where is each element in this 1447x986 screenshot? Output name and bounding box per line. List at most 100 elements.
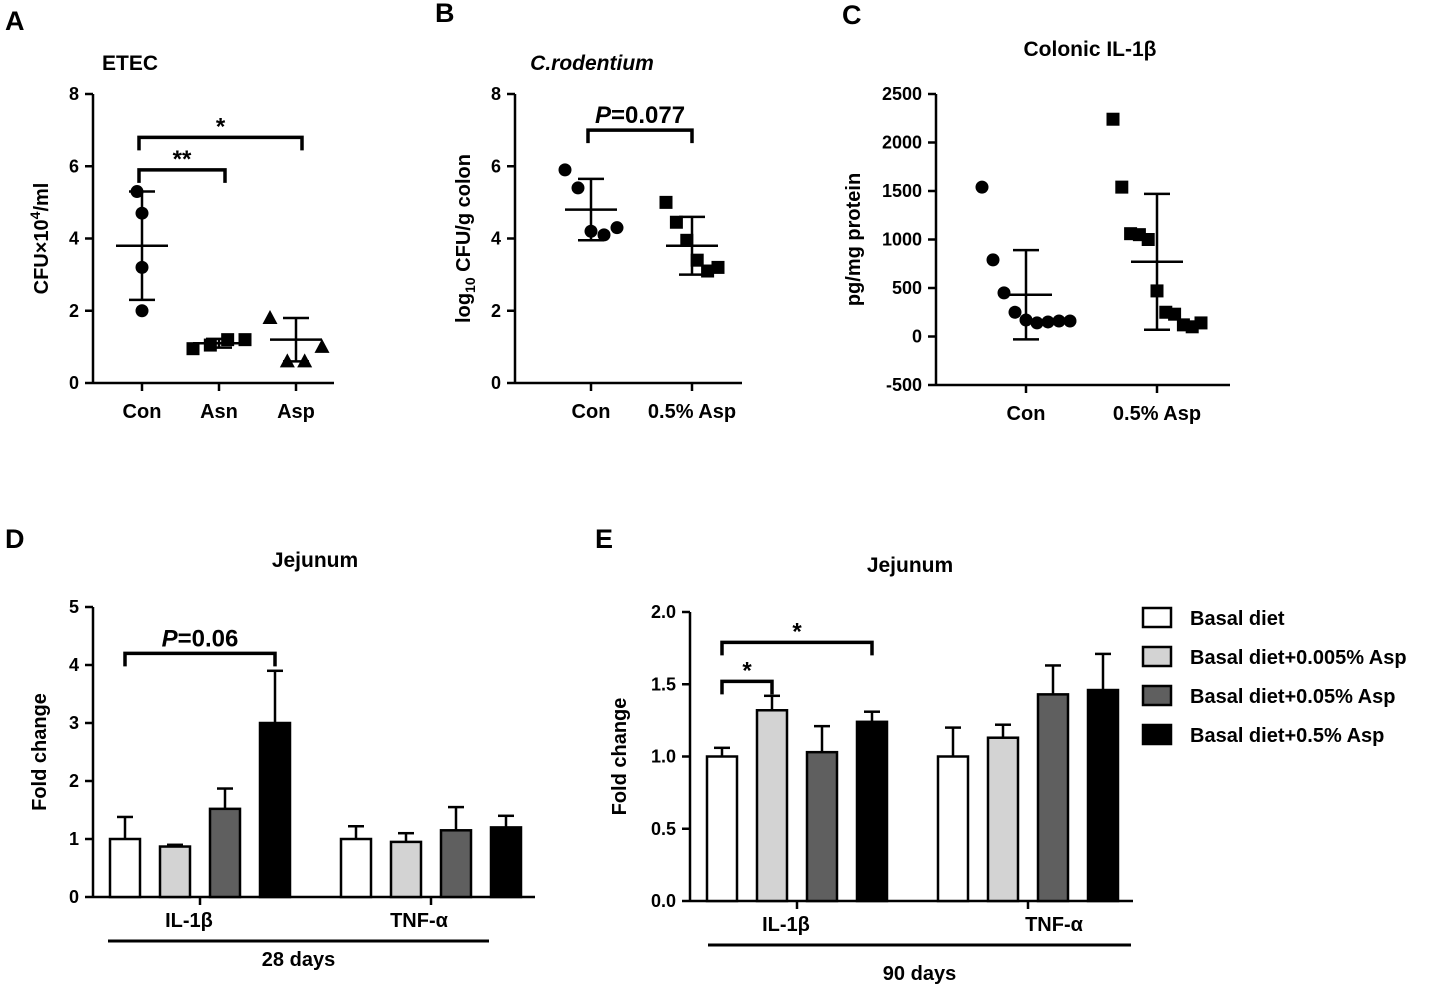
legend-label: Basal diet+0.5% Asp: [1190, 725, 1384, 747]
legend-label: Basal diet+0.005% Asp: [1190, 647, 1407, 669]
panel-c: C Colonic IL-1β -500 0 500 1000 1500 2000 2500 pg…: [842, 0, 1230, 425]
y-tick-label: 2000: [882, 133, 922, 153]
bar: [389, 840, 423, 899]
data-point: [1106, 112, 1120, 126]
x-category-label: Asp: [277, 401, 315, 423]
data-point: [997, 286, 1011, 300]
y-tick-label: 2: [69, 771, 79, 791]
y-label-subscript: 10: [462, 277, 478, 293]
x-category-label: 0.5% Asp: [648, 401, 736, 423]
bar: [755, 709, 789, 903]
legend-swatch: [1141, 606, 1173, 629]
significance-bracket: [137, 135, 304, 151]
data-point: [1041, 315, 1055, 329]
panel-d: D Jejunum 0 1 2 3 4 5 Fold change IL-1β TNF-α P=0.0…: [5, 524, 535, 971]
p-value: =0.077: [611, 102, 685, 129]
data-point: [1063, 314, 1077, 328]
significance-label: *: [216, 113, 226, 140]
x-category-label: TNF-α: [390, 910, 449, 932]
panel-e: E Jejunum 0.0 0.5 1.0 1.5 2.0 Fold change IL-1β T…: [595, 524, 1133, 985]
y-tick-label: 4: [69, 655, 79, 675]
data-point: [1008, 305, 1022, 319]
data-point: [314, 338, 330, 353]
chart-title: Jejunum: [867, 554, 953, 577]
y-tick-label: -500: [886, 375, 922, 395]
data-point: [1168, 307, 1182, 321]
bar: [258, 721, 292, 899]
panel-letter: A: [5, 6, 25, 36]
y-tick-label: 2: [491, 301, 501, 321]
y-tick-label: 0: [69, 373, 79, 393]
x-category-label: IL-1β: [165, 910, 213, 932]
y-tick-label: 1: [69, 829, 79, 849]
y-axis-label: Fold change: [29, 693, 51, 811]
chart-title: Jejunum: [272, 549, 358, 572]
bar: [805, 750, 839, 903]
y-tick-label: 2500: [882, 84, 922, 104]
x-category-label: IL-1β: [762, 914, 810, 936]
y-tick-label: 1.5: [651, 674, 676, 694]
x-category-label: TNF-α: [1025, 914, 1084, 936]
y-label-tail: CFU/g colon: [453, 154, 475, 277]
chart-title: ETEC: [102, 52, 158, 75]
y-tick-label: 1000: [882, 230, 922, 250]
legend-label: Basal diet: [1190, 608, 1285, 630]
legend-swatch: [1141, 684, 1173, 707]
data-point: [975, 180, 989, 194]
y-tick-label: 5: [69, 597, 79, 617]
panel-letter: D: [5, 524, 25, 554]
legend-label: Basal diet+0.05% Asp: [1190, 686, 1395, 708]
bar: [986, 736, 1020, 903]
group-label: 90 days: [883, 963, 956, 985]
bar: [208, 807, 242, 899]
y-tick-label: 2: [69, 301, 79, 321]
data-point: [1115, 180, 1129, 194]
data-point: [597, 228, 611, 242]
y-tick-label: 4: [69, 229, 79, 249]
significance-bracket: [720, 640, 874, 656]
y-tick-label: 0.5: [651, 819, 676, 839]
p-letter: P: [595, 102, 612, 129]
data-point: [186, 342, 200, 356]
legend-swatch: [1141, 645, 1173, 668]
chart-title: C.rodentium: [530, 52, 654, 75]
y-tick-label: 6: [69, 156, 79, 176]
group-label: 28 days: [262, 949, 335, 971]
data-point: [1194, 316, 1208, 330]
panel-b: B C.rodentium 0 2 4 6 8 log10 CFU/g colon Con 0.5…: [435, 0, 742, 423]
bar: [705, 755, 739, 903]
y-tick-label: 0: [912, 327, 922, 347]
x-category-label: Con: [123, 401, 162, 423]
significance-bracket: [137, 168, 227, 183]
data-point: [203, 338, 217, 352]
y-label-main: log: [453, 293, 475, 323]
y-label-main: CFU×10: [31, 219, 53, 294]
significance-label: P=0.077: [595, 102, 685, 129]
data-point: [680, 233, 694, 247]
y-tick-label: 2.0: [651, 602, 676, 622]
p-letter: P: [162, 625, 179, 652]
panel-letter: C: [842, 0, 862, 30]
y-axis-label: pg/mg protein: [843, 173, 865, 306]
panel-letter: E: [595, 524, 613, 554]
y-tick-label: 4: [491, 229, 501, 249]
y-tick-label: 0: [69, 887, 79, 907]
y-axis-label: Fold change: [609, 698, 631, 816]
bar: [855, 720, 889, 903]
bar: [489, 826, 523, 899]
data-point: [986, 253, 1000, 267]
y-axis-label: log10 CFU/g colon: [453, 154, 478, 323]
significance-bracket: [720, 679, 774, 695]
data-point: [262, 309, 278, 324]
data-point: [610, 221, 624, 235]
bar: [339, 837, 373, 899]
data-point: [669, 215, 683, 229]
y-tick-label: 8: [69, 84, 79, 104]
x-category-label: Asn: [200, 401, 238, 423]
chart-title: Colonic IL-1β: [1024, 38, 1157, 61]
significance-label: **: [173, 146, 192, 173]
data-point: [1141, 233, 1155, 246]
panel-letter: B: [435, 0, 455, 28]
